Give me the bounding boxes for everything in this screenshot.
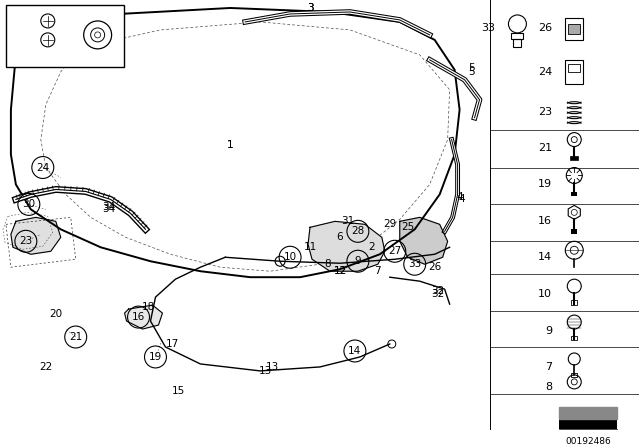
- Bar: [570, 155, 579, 159]
- Text: 26: 26: [538, 23, 552, 33]
- Bar: [572, 193, 577, 196]
- Polygon shape: [400, 217, 447, 264]
- Text: 28: 28: [351, 226, 365, 237]
- Text: 33: 33: [481, 23, 495, 33]
- Text: 13: 13: [259, 366, 272, 376]
- Bar: [572, 336, 577, 340]
- Text: 00192486: 00192486: [565, 437, 611, 446]
- Text: 1: 1: [227, 140, 234, 150]
- Text: 27: 27: [388, 246, 401, 256]
- Text: 26: 26: [428, 262, 442, 272]
- Text: 12: 12: [333, 266, 347, 276]
- Polygon shape: [11, 217, 61, 254]
- Text: 24: 24: [36, 163, 49, 172]
- Text: 5: 5: [468, 67, 475, 77]
- Text: 16: 16: [538, 216, 552, 226]
- Text: 10: 10: [538, 289, 552, 299]
- Bar: [572, 373, 577, 377]
- Text: 19: 19: [149, 352, 162, 362]
- Text: 30: 30: [68, 12, 81, 22]
- Text: 12: 12: [333, 266, 347, 276]
- Text: 19: 19: [538, 180, 552, 190]
- Text: 6: 6: [337, 233, 343, 242]
- Text: 8: 8: [545, 382, 552, 392]
- Text: 7: 7: [545, 362, 552, 372]
- Bar: [568, 24, 580, 34]
- Bar: [6, 5, 124, 67]
- Bar: [513, 39, 522, 47]
- Text: 11: 11: [303, 242, 317, 252]
- Text: 4: 4: [456, 193, 463, 202]
- Text: 21: 21: [69, 332, 83, 342]
- Bar: [511, 33, 524, 39]
- Text: 23: 23: [538, 107, 552, 116]
- Text: 29: 29: [383, 220, 396, 229]
- Polygon shape: [308, 221, 385, 271]
- Text: 34: 34: [102, 204, 115, 215]
- Text: 9: 9: [355, 256, 361, 266]
- Text: 23: 23: [19, 236, 33, 246]
- Text: 25: 25: [401, 222, 414, 233]
- Text: 32: 32: [431, 289, 444, 299]
- Text: 14: 14: [348, 346, 362, 356]
- Text: 22: 22: [39, 362, 52, 372]
- Text: 8: 8: [324, 259, 332, 269]
- Text: 3: 3: [307, 3, 314, 13]
- Text: 27: 27: [16, 14, 29, 24]
- Text: 33: 33: [408, 259, 421, 269]
- Bar: [565, 18, 583, 40]
- Bar: [572, 300, 577, 305]
- Bar: [568, 64, 580, 72]
- Text: 20: 20: [49, 309, 62, 319]
- Text: 32: 32: [431, 286, 444, 296]
- Text: 14: 14: [538, 252, 552, 262]
- Text: 2: 2: [369, 242, 375, 252]
- Text: 30: 30: [22, 199, 35, 209]
- Text: 18: 18: [142, 302, 155, 312]
- Text: 31: 31: [341, 216, 355, 226]
- Bar: [565, 60, 583, 84]
- Text: 24: 24: [538, 67, 552, 77]
- Text: 21: 21: [538, 142, 552, 153]
- Text: 4: 4: [458, 194, 465, 204]
- Text: 28: 28: [16, 38, 29, 48]
- Text: 16: 16: [132, 312, 145, 322]
- Bar: [572, 229, 577, 234]
- Polygon shape: [125, 305, 163, 329]
- Text: 3: 3: [307, 3, 314, 13]
- Text: 7: 7: [374, 266, 381, 276]
- Text: 10: 10: [284, 252, 297, 262]
- Text: 9: 9: [545, 326, 552, 336]
- Text: 5: 5: [468, 63, 475, 73]
- Polygon shape: [559, 407, 617, 419]
- Bar: [559, 419, 617, 429]
- Text: 1: 1: [227, 140, 234, 150]
- Text: 34: 34: [102, 202, 115, 212]
- Text: 15: 15: [172, 386, 185, 396]
- Text: 17: 17: [166, 339, 179, 349]
- Text: 13: 13: [266, 362, 279, 372]
